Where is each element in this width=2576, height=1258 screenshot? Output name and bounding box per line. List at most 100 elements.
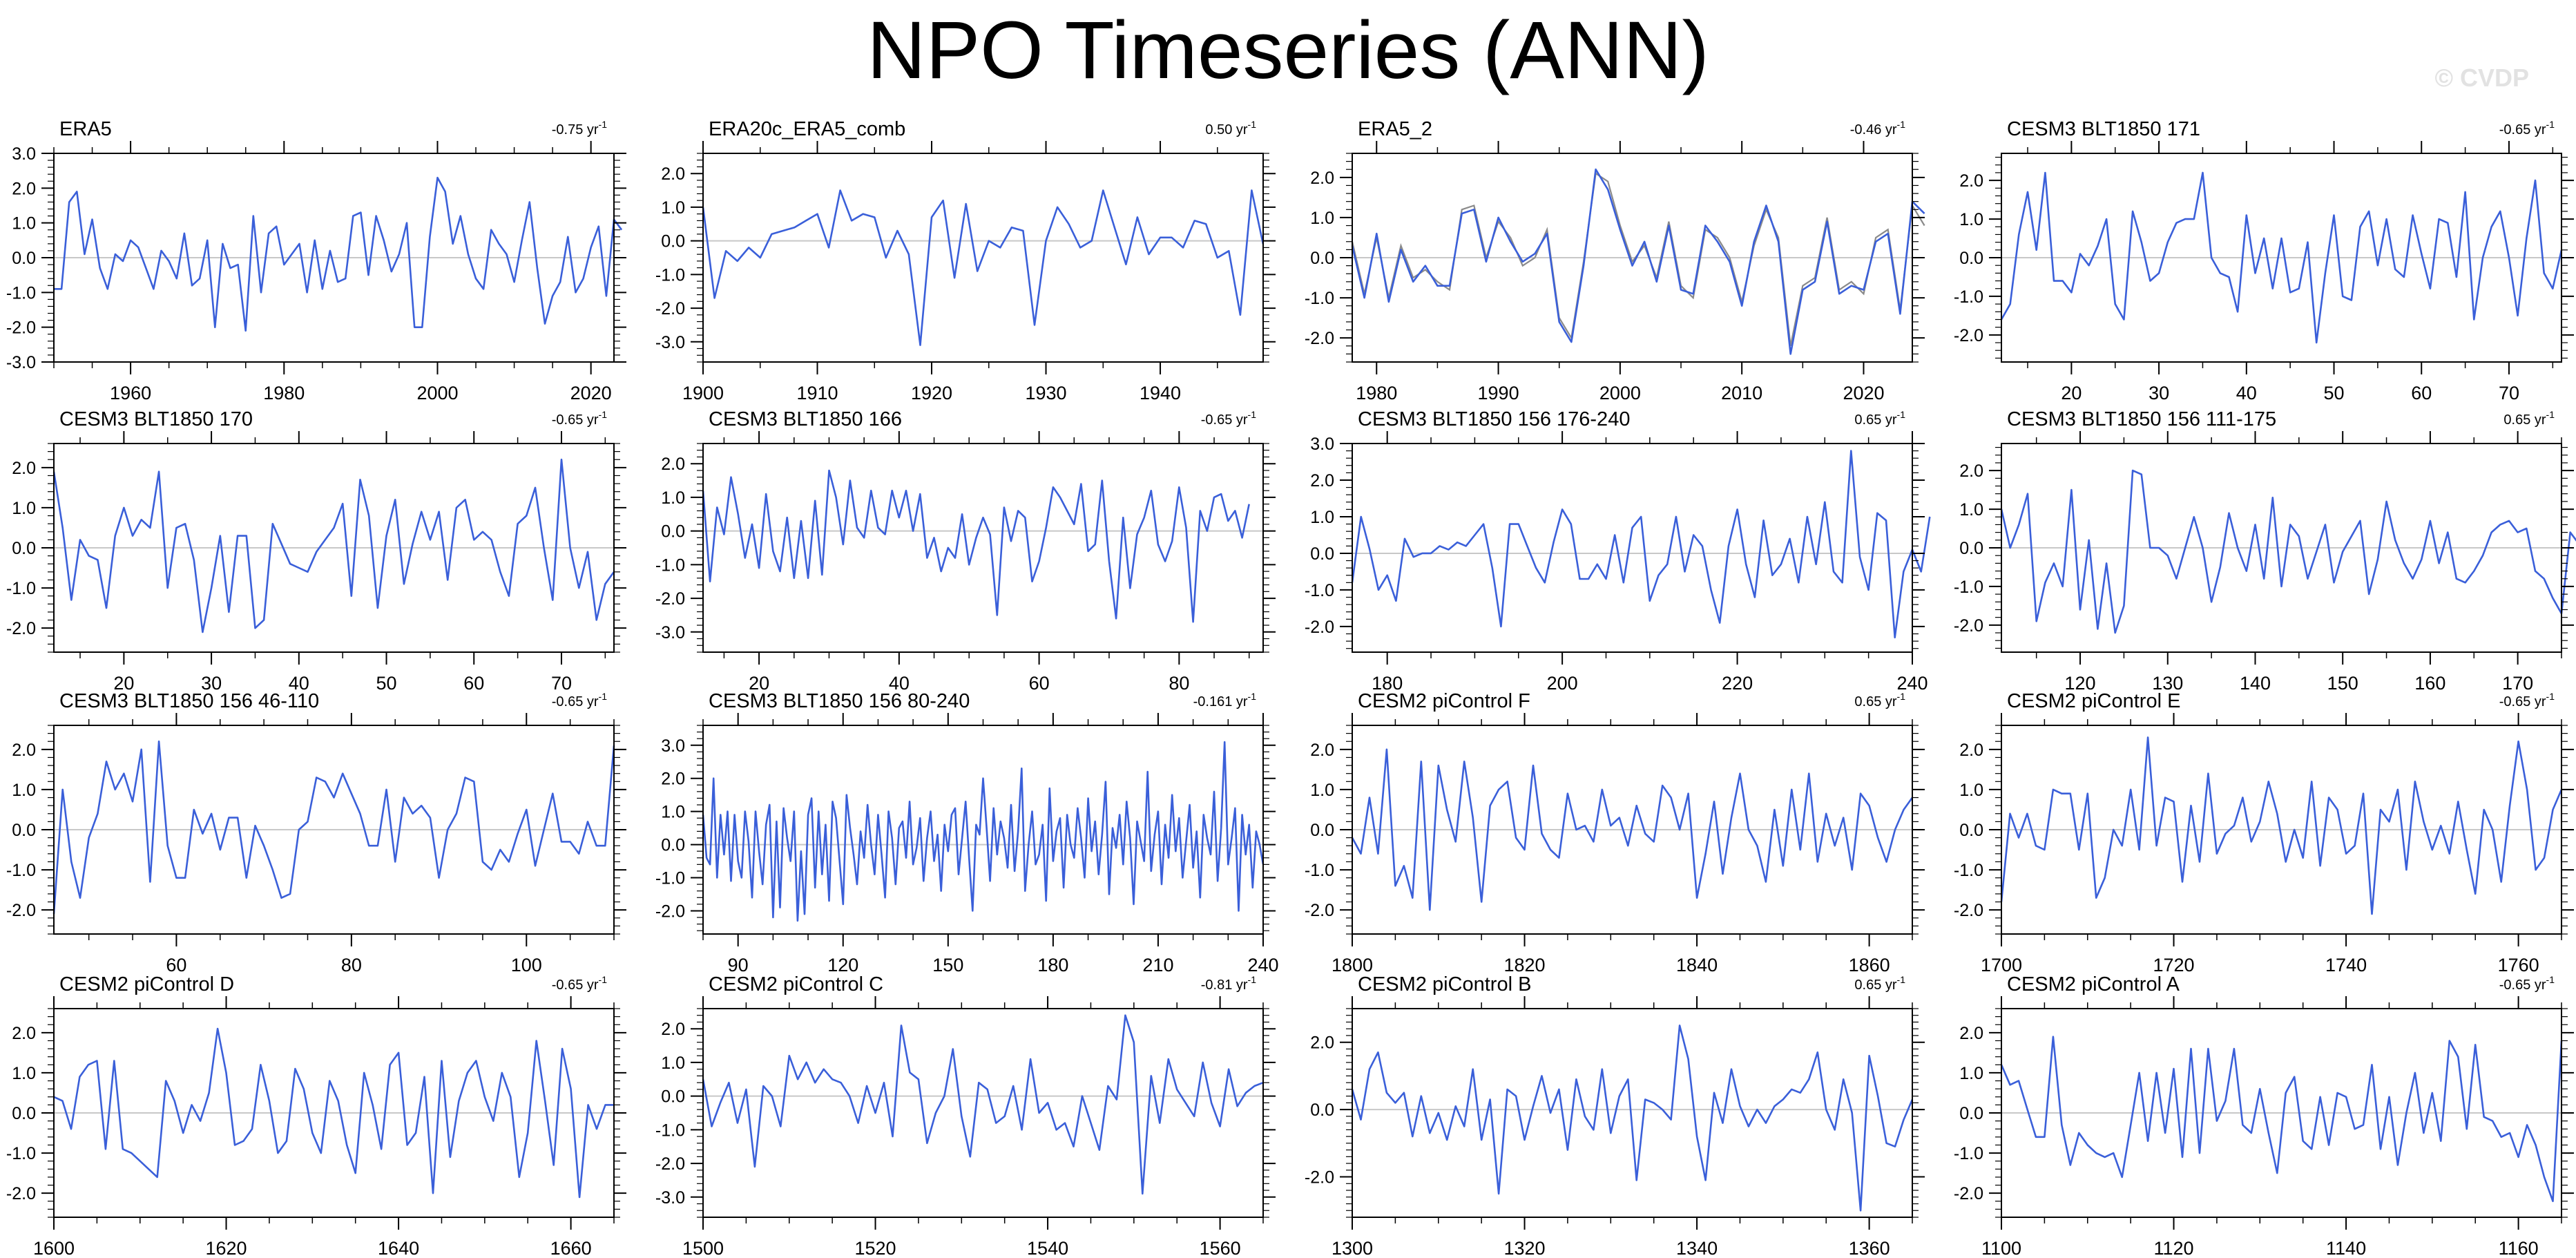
x-tick-label: 240 bbox=[1896, 673, 1928, 694]
y-tick-label: 3.0 bbox=[12, 144, 36, 164]
y-tick-label: 0.0 bbox=[12, 539, 36, 558]
y-tick-label: 0.0 bbox=[1959, 249, 1983, 268]
y-tick-label: 0.0 bbox=[1310, 1100, 1334, 1120]
panel-title: CESM3 BLT1850 156 46-110 bbox=[59, 690, 319, 712]
series-line bbox=[54, 176, 623, 332]
y-tick-label: 2.0 bbox=[1959, 171, 1983, 191]
x-tick-label: 180 bbox=[1037, 955, 1068, 975]
x-tick-label: 1930 bbox=[1025, 383, 1066, 403]
x-tick-label: 200 bbox=[1547, 673, 1578, 694]
y-tick-label: 1.0 bbox=[661, 1054, 685, 1073]
x-tick-label: 2020 bbox=[1843, 383, 1884, 403]
x-tick-label: 70 bbox=[551, 673, 572, 694]
panel-title: CESM2 piControl E bbox=[2007, 690, 2180, 712]
y-tick-label: 0.0 bbox=[661, 232, 685, 251]
series-line bbox=[702, 1014, 1264, 1195]
x-tick-label: 150 bbox=[932, 955, 963, 975]
x-tick-label: 1940 bbox=[1140, 383, 1181, 403]
panel-title: CESM3 BLT1850 170 bbox=[59, 408, 253, 430]
x-tick-label: 1920 bbox=[911, 383, 952, 403]
x-tick-label: 2000 bbox=[1599, 383, 1641, 403]
trend-label: 0.65 yr-1 bbox=[2503, 409, 2555, 428]
y-tick-label: 2.0 bbox=[12, 1024, 36, 1043]
y-tick-label: 2.0 bbox=[1310, 169, 1334, 188]
y-tick-label: 1.0 bbox=[1310, 508, 1334, 527]
x-tick-label: 1720 bbox=[2153, 955, 2194, 975]
x-tick-label: 30 bbox=[201, 673, 222, 694]
y-tick-label: 2.0 bbox=[1959, 461, 1983, 481]
plot-frame bbox=[702, 153, 1264, 363]
y-tick-label: 1.0 bbox=[1959, 1064, 1983, 1083]
y-tick-label: 3.0 bbox=[1310, 435, 1334, 454]
x-tick-label: 1840 bbox=[1676, 955, 1718, 975]
y-tick-label: 2.0 bbox=[661, 164, 685, 184]
trend-label: -0.65 yr-1 bbox=[552, 409, 607, 428]
trend-label: -0.65 yr-1 bbox=[552, 974, 607, 993]
y-tick-label: 1.0 bbox=[1310, 209, 1334, 228]
y-tick-label: -1.0 bbox=[1305, 289, 1334, 308]
trend-label: -0.65 yr-1 bbox=[2499, 691, 2555, 709]
y-tick-label: 1.0 bbox=[1310, 781, 1334, 800]
y-tick-label: -2.0 bbox=[655, 902, 685, 921]
x-tick-label: 1100 bbox=[1981, 1238, 2021, 1258]
x-tick-label: 1360 bbox=[1849, 1238, 1890, 1258]
trend-label: -0.46 yr-1 bbox=[1850, 119, 1905, 137]
y-tick-label: 1.0 bbox=[12, 499, 36, 518]
trend-label: -0.81 yr-1 bbox=[1201, 974, 1256, 993]
y-tick-label: -2.0 bbox=[655, 299, 685, 318]
y-tick-label: 0.0 bbox=[1310, 821, 1334, 840]
y-tick-label: -2.0 bbox=[1954, 901, 1983, 920]
x-tick-label: 50 bbox=[376, 673, 397, 694]
x-tick-label: 90 bbox=[728, 955, 749, 975]
trend-label: -0.65 yr-1 bbox=[552, 691, 607, 709]
plot-frame bbox=[1352, 443, 1913, 653]
panel-6: 20 40 60 80 2.0 1.0 0.0 -1.0 -2.0 -3.0 CESM3 BLT18… bbox=[655, 408, 1276, 694]
series-line bbox=[2000, 171, 2563, 344]
y-tick-label: 1.0 bbox=[12, 214, 36, 234]
x-tick-label: 1700 bbox=[1981, 955, 2022, 975]
panel-title: CESM3 BLT1850 156 176-240 bbox=[1358, 408, 1630, 430]
y-tick-label: -1.0 bbox=[655, 869, 685, 888]
plot-frame bbox=[702, 1008, 1264, 1218]
panel-5: 20 30 40 50 60 70 2.0 1.0 0.0 -1.0 -2.0 CESM3 BLT18… bbox=[6, 408, 626, 694]
y-tick-label: 1.0 bbox=[1959, 210, 1983, 229]
y-tick-label: 2.0 bbox=[12, 179, 36, 198]
x-tick-label: 1540 bbox=[1027, 1238, 1068, 1258]
y-tick-label: 0.0 bbox=[12, 1104, 36, 1123]
panel-title: CESM3 BLT1850 156 80-240 bbox=[709, 690, 970, 712]
x-tick-label: 240 bbox=[1247, 955, 1278, 975]
series-line bbox=[702, 741, 1265, 922]
y-tick-label: -2.0 bbox=[1305, 901, 1334, 920]
x-tick-label: 70 bbox=[2499, 383, 2519, 403]
y-tick-label: -1.0 bbox=[1954, 861, 1983, 880]
x-tick-label: 150 bbox=[2327, 673, 2358, 694]
x-tick-label: 1320 bbox=[1503, 1238, 1545, 1258]
series-line bbox=[702, 189, 1265, 346]
panel-16: 1100 1120 1140 1160 2.0 1.0 0.0 -1.0 -2.0 CESM2 p… bbox=[1954, 973, 2574, 1258]
series-line bbox=[2000, 1036, 2563, 1203]
series-line bbox=[1351, 1024, 1914, 1212]
y-tick-label: 2.0 bbox=[1310, 1033, 1334, 1053]
y-tick-label: 2.0 bbox=[1959, 1024, 1983, 1043]
panel-7: 180 200 220 240 3.0 2.0 1.0 0.0 -1.0 -2.0 CESM3 BL… bbox=[1305, 408, 1931, 694]
trend-label: -0.65 yr-1 bbox=[1201, 409, 1256, 428]
panel-title: CESM2 piControl C bbox=[709, 973, 883, 995]
x-tick-label: 120 bbox=[827, 955, 858, 975]
y-tick-label: -2.0 bbox=[1954, 1184, 1983, 1203]
x-tick-label: 1340 bbox=[1676, 1238, 1718, 1258]
x-tick-label: 1980 bbox=[263, 383, 305, 403]
panel-3: 1980 1990 2000 2010 2020 2.0 1.0 0.0 -1.0 -2.0 ERA… bbox=[1305, 118, 1925, 403]
y-tick-label: 0.0 bbox=[661, 522, 685, 542]
x-tick-label: 80 bbox=[341, 955, 362, 975]
panel-title: CESM2 piControl D bbox=[59, 973, 234, 995]
y-tick-label: -2.0 bbox=[1305, 1168, 1334, 1188]
x-tick-label: 1820 bbox=[1503, 955, 1545, 975]
x-tick-label: 1520 bbox=[854, 1238, 896, 1258]
x-tick-label: 40 bbox=[289, 673, 309, 694]
y-tick-label: 0.0 bbox=[661, 1087, 685, 1107]
y-tick-label: -1.0 bbox=[1305, 861, 1334, 880]
y-tick-label: -1.0 bbox=[6, 1144, 36, 1163]
panel-2: 1900 1910 1920 1930 1940 2.0 1.0 0.0 -1.0 -2.0 -3.… bbox=[655, 118, 1276, 403]
panel-title: ERA5 bbox=[59, 118, 112, 140]
y-tick-label: 0.0 bbox=[1959, 1104, 1983, 1123]
